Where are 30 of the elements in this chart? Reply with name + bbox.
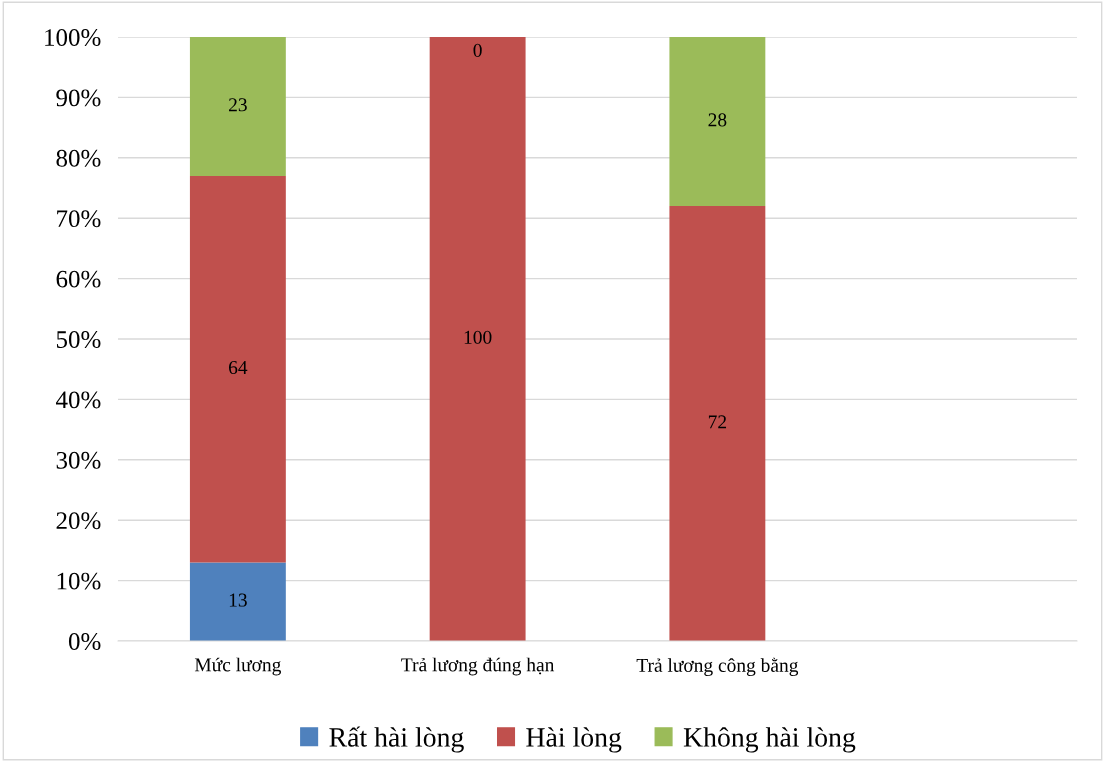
x-tick-label: Trả lương công bằng	[636, 657, 799, 676]
bar	[189, 175, 286, 563]
data-label: 72	[708, 415, 727, 429]
y-tick-label: 70%	[57, 210, 101, 228]
data-label: 64	[228, 361, 248, 375]
data-label: 13	[229, 593, 247, 607]
y-tick-label: 0%	[68, 633, 101, 650]
data-label: 23	[229, 98, 247, 112]
legend-label: Rất hài lòng	[329, 726, 464, 753]
y-tick-label: 40%	[56, 391, 101, 409]
y-tick-label: 60%	[56, 270, 101, 288]
x-tick-label: Trả lương đúng hạn	[401, 657, 555, 676]
y-tick-label: 100%	[45, 29, 101, 46]
data-label: 100	[464, 330, 492, 344]
data-label: 28	[708, 113, 727, 127]
y-tick-label: 20%	[56, 512, 101, 530]
x-tick-label: Mức lương	[194, 657, 281, 676]
bar	[189, 562, 286, 641]
y-tick-label: 80%	[56, 149, 101, 167]
y-tick-label: 50%	[56, 331, 101, 348]
y-tick-label: 30%	[56, 451, 101, 469]
y-tick-label: 90%	[56, 89, 101, 107]
bar	[669, 37, 766, 207]
bar	[669, 206, 766, 641]
data-label: 0	[473, 43, 482, 57]
legend-label: Hài lòng	[526, 727, 622, 753]
legend-label: Không hài lòng	[683, 727, 856, 753]
y-tick-label: 10%	[57, 572, 101, 590]
bar	[429, 37, 526, 641]
bar	[189, 37, 286, 176]
